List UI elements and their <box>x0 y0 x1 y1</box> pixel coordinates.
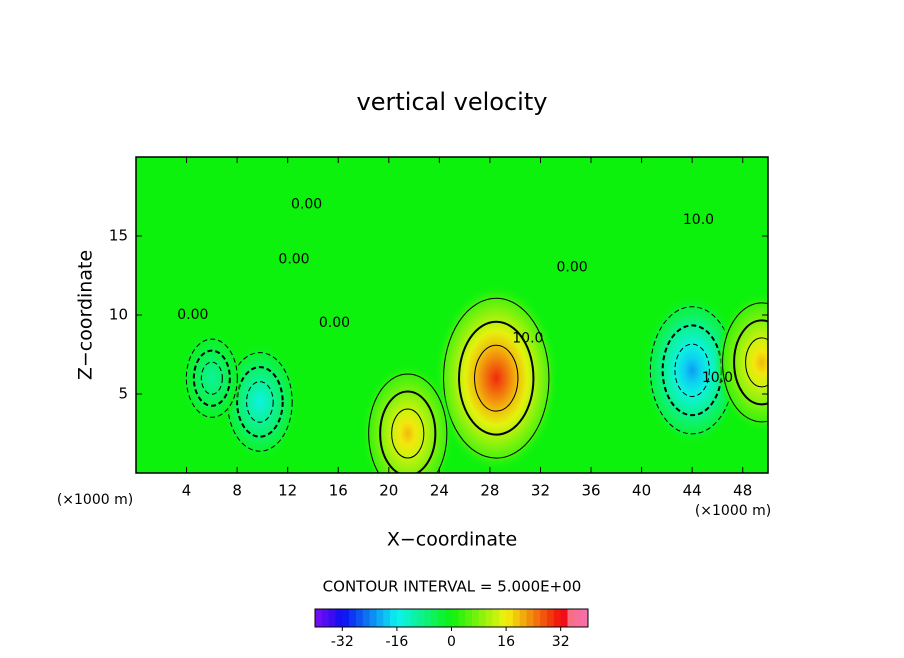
x-tick-label: 36 <box>581 482 600 500</box>
contour-line <box>368 373 448 473</box>
colorbar-cell <box>581 609 589 627</box>
field-center <box>434 284 559 473</box>
colorbar-cell <box>458 609 466 627</box>
contour-line <box>745 337 768 388</box>
x-tick-label: 44 <box>683 482 702 500</box>
colorbar-cell <box>362 609 371 627</box>
y-axis-label: Z−coordinate <box>75 250 97 380</box>
colorbar-cell <box>355 609 364 627</box>
x-tick-label: 16 <box>329 482 348 500</box>
x-tick-label: 28 <box>480 482 499 500</box>
x-tick-label: 20 <box>379 482 398 500</box>
colorbar-cell <box>547 609 555 627</box>
contour-label: 10.0 <box>512 331 543 347</box>
colorbar-cell <box>376 609 384 627</box>
colorbar-cell <box>553 609 562 627</box>
colorbar-cell <box>465 609 473 627</box>
contour-line <box>458 320 535 436</box>
colorbar-cell <box>560 609 569 627</box>
colorbar-cell <box>321 609 330 627</box>
y-tick-label: 15 <box>109 227 128 245</box>
colorbar-cell <box>478 609 487 627</box>
colorbar-cell <box>492 609 500 627</box>
colorbar-tick-label: 16 <box>497 634 515 650</box>
colorbar-tick-label: 0 <box>447 634 456 650</box>
colorbar-tick-label: -16 <box>385 634 408 650</box>
x-tick-label: 8 <box>232 482 242 500</box>
colorbar-cell <box>485 609 493 627</box>
colorbar-cell <box>390 609 398 627</box>
colorbar-cell <box>567 609 575 627</box>
colorbar-tick-label: 32 <box>552 634 570 650</box>
colorbar-cell <box>328 609 336 627</box>
contour-line <box>185 338 238 418</box>
colorbar-cell <box>424 609 432 627</box>
colorbar-cell <box>342 609 350 627</box>
x-unit-label: (×1000 m) <box>57 492 133 508</box>
colorbar-cell <box>410 609 418 627</box>
contour-label: 10.0 <box>702 370 733 386</box>
colorbar-cell <box>396 609 405 627</box>
colorbar-cell <box>506 609 514 627</box>
y-tick-label: 5 <box>118 385 128 403</box>
field-center <box>361 363 454 473</box>
colorbar-cell <box>431 609 439 627</box>
x-tick-label: 40 <box>632 482 651 500</box>
colorbar-cell <box>512 609 521 627</box>
colorbar-cell <box>437 609 446 627</box>
x-tick-label: 24 <box>430 482 449 500</box>
field-center <box>642 295 742 446</box>
colorbar-cell <box>574 609 582 627</box>
contour-line <box>246 381 274 423</box>
field: 0.00 0.00 0.00 0.00 0.00 10.0 10.0 10.0 <box>177 196 768 473</box>
x-tick-label: 48 <box>733 482 752 500</box>
field-center <box>181 332 242 425</box>
contour-label: 10.0 <box>683 212 714 228</box>
contour-line <box>733 319 768 406</box>
contour-line <box>192 349 231 407</box>
colorbar-cell <box>519 609 528 627</box>
contour-line <box>391 408 425 459</box>
x-tick-label: 32 <box>531 482 550 500</box>
contour-label: 0.00 <box>278 252 309 268</box>
colorbar-cell <box>533 609 541 627</box>
x-axis-label: X−coordinate <box>387 529 517 551</box>
colorbar-cell <box>349 609 357 627</box>
colorbar-cell <box>403 609 412 627</box>
contour-line <box>674 343 710 397</box>
x-tick-label: 4 <box>182 482 192 500</box>
colorbar-cell <box>335 609 343 627</box>
colorbar-cell <box>451 609 459 627</box>
chart-title: vertical velocity <box>357 88 548 116</box>
x-tick-label: 12 <box>278 482 297 500</box>
colorbar-cell <box>315 609 323 627</box>
colorbar-cell <box>369 609 377 627</box>
colorbar-cell <box>526 609 534 627</box>
y-tick-label: 10 <box>109 306 128 324</box>
field-center <box>715 292 768 433</box>
contour-line <box>379 390 437 473</box>
contour-line <box>474 344 519 412</box>
colorbar-cell <box>417 609 425 627</box>
colorbar-tick-label: -32 <box>331 634 354 650</box>
colorbar-cell <box>499 609 507 627</box>
colorbar-cell <box>540 609 548 627</box>
contour-interval: CONTOUR INTERVAL = 5.000E+00 <box>323 578 582 596</box>
contour-label: 0.00 <box>319 315 350 331</box>
contour-line <box>443 297 550 459</box>
contour-label: 0.00 <box>556 260 587 276</box>
colorbar-cell <box>444 609 452 627</box>
colorbar-cell <box>383 609 391 627</box>
colorbar-cell <box>471 609 480 627</box>
contour-line <box>722 302 768 423</box>
contour-label: 0.00 <box>177 307 208 323</box>
contour-label: 0.00 <box>291 196 322 212</box>
contour-line <box>200 361 223 395</box>
x-unit-label: (×1000 m) <box>695 503 771 519</box>
